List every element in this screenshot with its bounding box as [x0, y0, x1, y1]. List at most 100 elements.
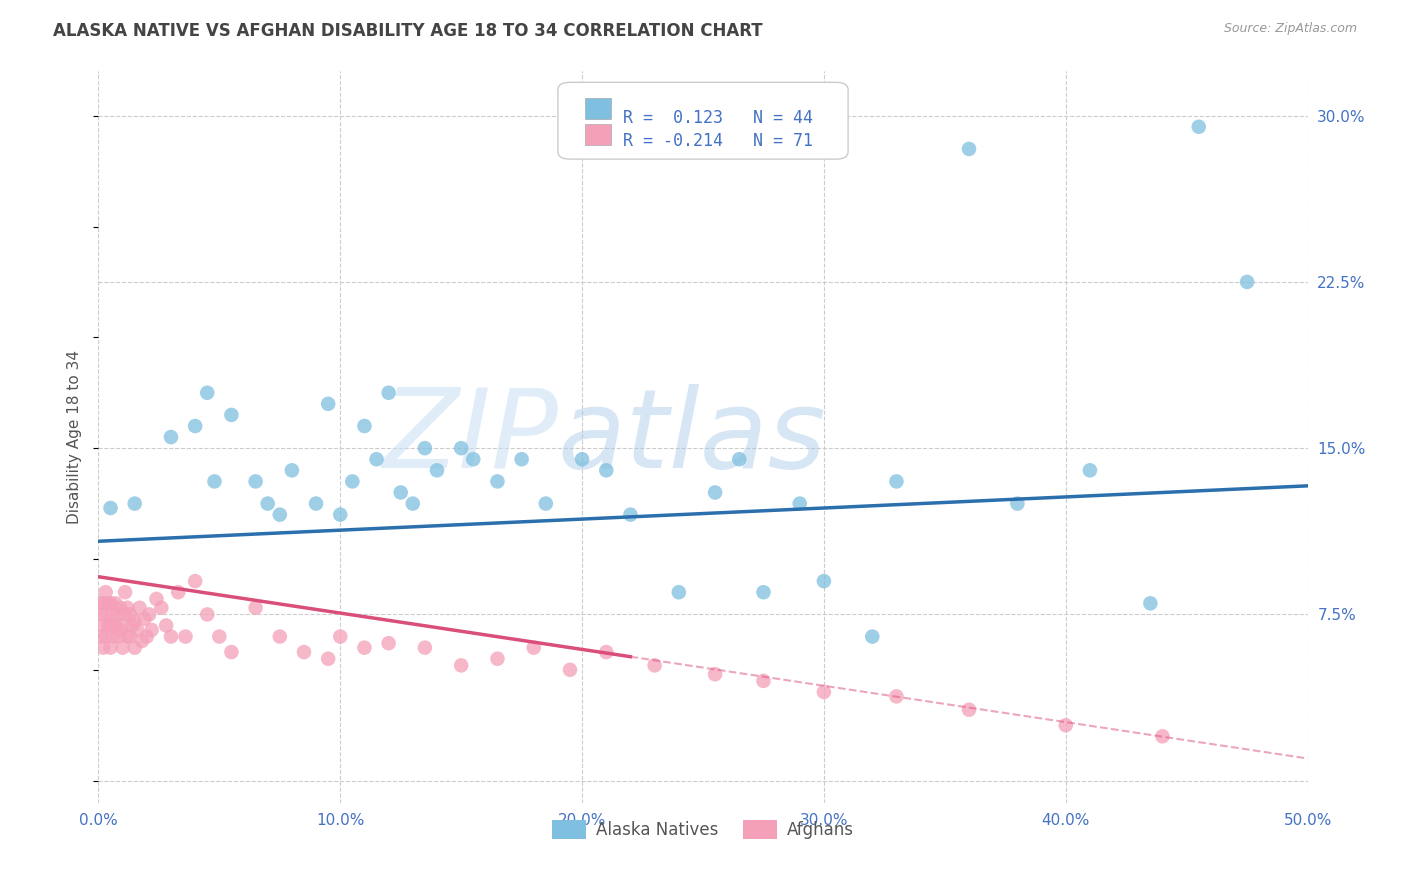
Point: [195, 607, 218, 622]
Point: [957, 142, 980, 156]
Point: [316, 651, 339, 665]
Point: [342, 475, 364, 489]
Point: [91, 596, 114, 610]
Point: [1188, 120, 1211, 134]
Point: [413, 441, 436, 455]
Point: [141, 623, 163, 637]
Point: [704, 485, 727, 500]
Point: [108, 623, 131, 637]
Point: [450, 441, 472, 455]
Legend: Alaska Natives, Afghans: Alaska Natives, Afghans: [546, 814, 860, 846]
Text: R = -0.214   N = 71: R = -0.214 N = 71: [623, 132, 813, 150]
Point: [860, 630, 883, 644]
Point: [97, 618, 120, 632]
Point: [100, 501, 122, 516]
Point: [124, 640, 146, 655]
Bar: [585, 124, 612, 145]
Point: [353, 640, 375, 655]
Point: [221, 408, 243, 422]
Text: atlas: atlas: [558, 384, 827, 491]
Point: [292, 645, 315, 659]
Point: [114, 607, 136, 622]
Point: [1007, 497, 1029, 511]
Point: [118, 630, 141, 644]
Point: [107, 630, 129, 644]
Point: [195, 385, 218, 400]
FancyBboxPatch shape: [558, 82, 848, 159]
Point: [114, 585, 136, 599]
Point: [426, 463, 449, 477]
Point: [167, 585, 190, 599]
Point: [100, 640, 122, 655]
Point: [486, 651, 509, 665]
Point: [886, 690, 908, 704]
Point: [450, 658, 472, 673]
Point: [595, 645, 617, 659]
Point: [134, 612, 156, 626]
Point: [281, 463, 304, 477]
Point: [160, 630, 183, 644]
Point: [138, 607, 160, 622]
Point: [124, 497, 146, 511]
Point: [402, 497, 425, 511]
Point: [101, 630, 124, 644]
Point: [353, 419, 375, 434]
Point: [752, 673, 775, 688]
Point: [269, 508, 291, 522]
Point: [108, 600, 131, 615]
Text: ZIP: ZIP: [382, 384, 558, 491]
Point: [174, 630, 197, 644]
Point: [668, 585, 690, 599]
Point: [619, 508, 641, 522]
Point: [111, 640, 134, 655]
Y-axis label: Disability Age 18 to 34: Disability Age 18 to 34: [67, 350, 83, 524]
Point: [1139, 596, 1161, 610]
Point: [377, 636, 399, 650]
Point: [121, 618, 143, 632]
Point: [813, 574, 835, 589]
Point: [117, 600, 139, 615]
Point: [413, 640, 436, 655]
Point: [1078, 463, 1101, 477]
Point: [510, 452, 533, 467]
Point: [571, 452, 593, 467]
Point: [221, 645, 243, 659]
Point: [269, 630, 291, 644]
Point: [128, 600, 150, 615]
Point: [534, 497, 557, 511]
Point: [644, 658, 666, 673]
Point: [94, 585, 117, 599]
Point: [184, 574, 207, 589]
Point: [256, 497, 278, 511]
Point: [886, 475, 908, 489]
Point: [813, 685, 835, 699]
Text: R =  0.123   N = 44: R = 0.123 N = 44: [623, 109, 813, 127]
Point: [329, 630, 352, 644]
Point: [100, 618, 122, 632]
Point: [1152, 729, 1174, 743]
Point: [377, 385, 399, 400]
Point: [155, 618, 177, 632]
Point: [131, 634, 153, 648]
Point: [305, 497, 328, 511]
Point: [124, 614, 146, 628]
Point: [1236, 275, 1258, 289]
Point: [135, 630, 157, 644]
Point: [245, 600, 267, 615]
Point: [104, 618, 127, 632]
Point: [111, 618, 134, 632]
Point: [389, 485, 412, 500]
Point: [101, 607, 124, 622]
Point: [91, 618, 114, 632]
Text: ALASKA NATIVE VS AFGHAN DISABILITY AGE 18 TO 34 CORRELATION CHART: ALASKA NATIVE VS AFGHAN DISABILITY AGE 1…: [53, 22, 763, 40]
Point: [100, 596, 122, 610]
Point: [316, 397, 339, 411]
Point: [463, 452, 485, 467]
Point: [208, 630, 231, 644]
Point: [90, 630, 112, 644]
Point: [1054, 718, 1077, 732]
Point: [789, 497, 811, 511]
Point: [329, 508, 352, 522]
Point: [91, 640, 114, 655]
Point: [94, 630, 117, 644]
